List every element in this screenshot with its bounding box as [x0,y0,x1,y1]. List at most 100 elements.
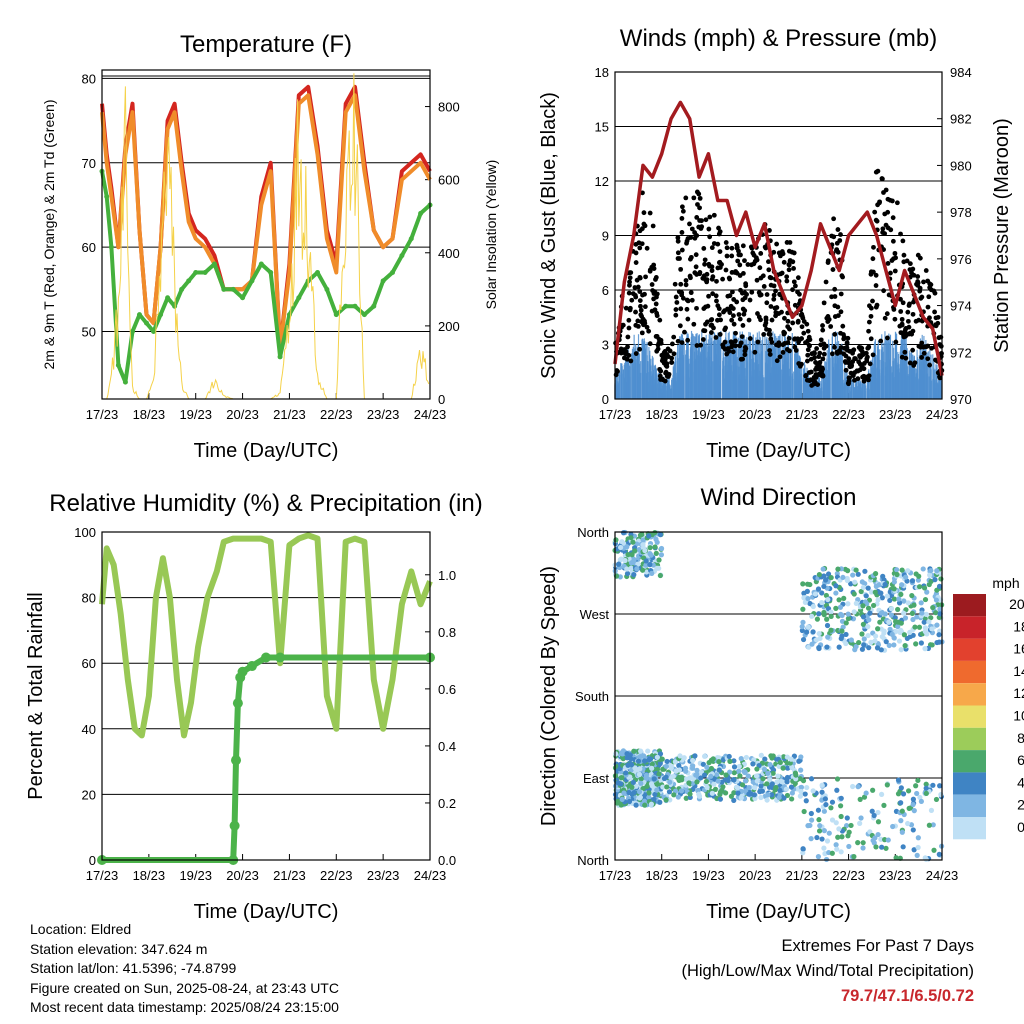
gust-point [935,320,941,326]
direction-point [929,626,935,632]
colorbar-label: 16 [1013,641,1024,657]
direction-point [800,636,807,643]
direction-point [911,602,917,608]
direction-point [764,781,770,787]
direction-point [694,767,700,773]
gust-point [692,230,698,235]
x-tick-label: 23/23 [879,868,912,883]
direction-point [860,621,866,627]
direction-point [743,754,749,761]
gust-point [809,383,815,388]
data-point [122,379,128,385]
gust-point [711,325,716,331]
gust-point [714,278,719,284]
direction-point [905,788,912,794]
colorbar-label: 8 [1017,730,1024,746]
gust-point [899,354,905,360]
direction-point [809,613,815,619]
direction-point [899,829,905,835]
gust-point [799,324,805,330]
direction-point [774,779,780,785]
gust-point [760,273,766,279]
chart-title-4: Wind Direction [700,484,856,511]
x-tick-label: 17/23 [599,407,632,422]
direction-point [800,850,806,856]
station-info: Location: Eldred Station elevation: 347.… [30,920,339,1018]
y-axis-title: Percent & Total Rainfall [25,592,47,800]
gust-point [772,305,778,311]
gust-point [787,240,793,245]
gust-point [737,343,743,349]
gust-point [701,306,707,311]
colorbar-swatch [953,772,986,795]
direction-point [933,597,940,603]
direction-point [857,796,863,802]
gust-point [653,277,658,282]
direction-point [891,642,897,648]
direction-point [635,758,642,764]
direction-point [926,822,932,828]
direction-point [909,610,915,617]
gust-point [626,325,632,331]
direction-point [918,798,924,805]
colorbar-label: 6 [1017,752,1024,768]
direction-point [681,755,687,761]
gust-point [749,289,755,295]
timestamp-text: Most recent data timestamp: 2025/08/24 2… [30,999,339,1015]
direction-point [851,591,857,597]
panel-4 [612,529,986,863]
direction-point [841,595,847,601]
direction-point [808,776,815,782]
gust-point [710,291,716,297]
direction-point [687,791,693,797]
gust-point [658,368,664,374]
direction-point [798,767,804,773]
direction-point [872,835,878,841]
gust-point [672,281,678,287]
gust-point [805,352,811,358]
y-tick-label: East [583,771,609,786]
gust-point [695,202,700,207]
direction-point [936,632,942,638]
direction-point [845,615,852,622]
direction-point [644,783,650,789]
direction-point [797,793,803,799]
gust-point [664,352,670,357]
gust-point [767,228,772,233]
direction-point [896,638,903,644]
gust-point [705,303,711,309]
direction-point [638,776,644,782]
gust-point [774,241,780,247]
direction-point [760,776,766,782]
direction-point [899,567,905,573]
gust-point [824,315,830,321]
gust-point [911,299,916,305]
colorbar-swatch [953,750,986,773]
direction-point [914,852,920,858]
gust-point [845,335,851,341]
gust-point [740,243,746,249]
direction-point [860,584,867,591]
gust-point [860,374,865,380]
direction-point [804,581,811,587]
gust-point [868,336,874,342]
gust-point [741,270,746,276]
gust-point [882,315,888,321]
gust-point [766,331,772,337]
gust-point [658,338,664,344]
direction-point [836,644,842,650]
direction-point [828,627,834,633]
gust-point [751,252,757,258]
direction-point [869,808,875,814]
gust-point [621,347,627,352]
direction-point [843,640,849,647]
direction-point [917,794,923,801]
direction-point [899,808,905,814]
gust-point [692,235,698,241]
gust-point [632,285,638,290]
direction-point [887,597,893,604]
data-point [237,666,248,677]
direction-point [754,766,760,772]
gust-point [864,358,870,364]
gust-point [879,176,885,181]
